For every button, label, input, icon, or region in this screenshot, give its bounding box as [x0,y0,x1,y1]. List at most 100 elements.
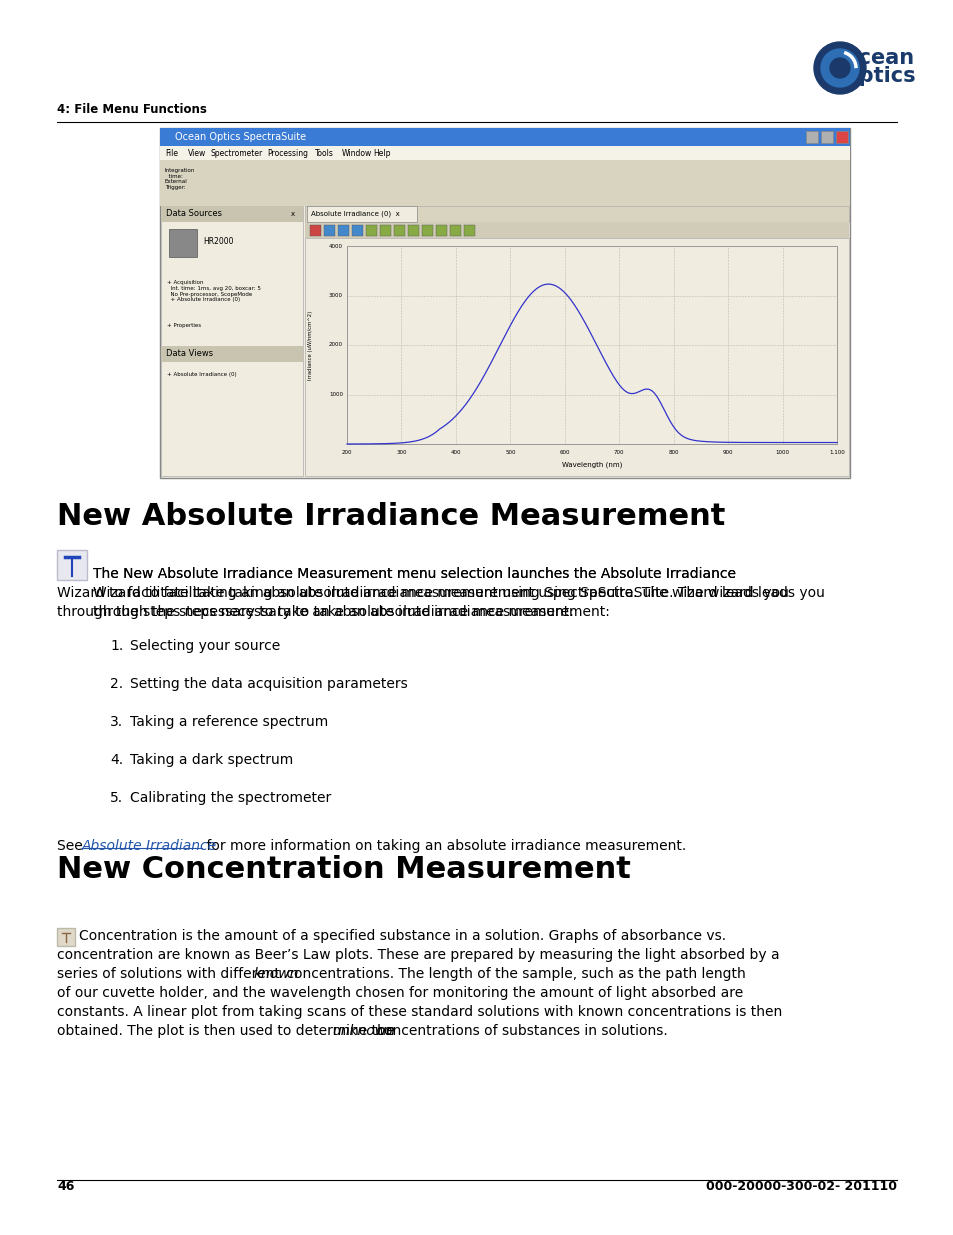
Bar [379,225,391,236]
Text: 1000: 1000 [775,450,789,454]
Bar [310,225,320,236]
Text: New Absolute Irradiance Measurement: New Absolute Irradiance Measurement [57,501,724,531]
Text: 2.: 2. [110,677,123,692]
Text: concentration are known as Beer’s Law plots. These are prepared by measuring the: concentration are known as Beer’s Law pl… [57,948,779,962]
Bar [161,346,303,362]
Text: View: View [188,148,206,158]
Text: Concentration is the amount of a specified substance in a solution. Graphs of ab: Concentration is the amount of a specifi… [79,929,725,944]
Bar [352,225,363,236]
Text: Taking a dark spectrum: Taking a dark spectrum [130,753,293,767]
Text: 3.: 3. [110,715,123,729]
Text: concentrations. The length of the sample, such as the path length: concentrations. The length of the sample… [281,967,744,981]
Text: 5.: 5. [110,790,123,805]
Text: 1.: 1. [110,638,123,653]
Text: Optics: Optics [840,65,914,86]
Text: Data Views: Data Views [166,350,213,358]
Bar [160,161,849,186]
Bar [337,225,349,236]
Bar [805,131,817,143]
Text: 4000: 4000 [329,243,343,248]
Bar [305,206,848,222]
Text: 4.: 4. [110,753,123,767]
Text: 900: 900 [722,450,733,454]
Text: Selecting your source: Selecting your source [130,638,280,653]
Text: + Acquisition
  Int. time: 1ms, avg 20, boxcar: 5
  No Pre-processor, ScopeMode
: + Acquisition Int. time: 1ms, avg 20, bo… [167,280,260,303]
Bar [366,225,376,236]
Text: + Absolute Irradiance (0): + Absolute Irradiance (0) [167,372,236,377]
Text: New Concentration Measurement: New Concentration Measurement [57,855,630,884]
Text: HR2000: HR2000 [203,237,233,246]
Text: Ocean: Ocean [841,48,914,68]
Bar [160,146,849,161]
Bar [161,206,303,222]
Text: Spectrometer: Spectrometer [211,148,263,158]
Text: 600: 600 [559,450,570,454]
Bar [57,550,87,580]
Text: 4: File Menu Functions: 4: File Menu Functions [57,103,207,116]
Text: The New Absolute Irradiance Measurement menu selection launches the Absolute Irr: The New Absolute Irradiance Measurement … [92,567,735,580]
Bar [394,225,405,236]
Text: of our cuvette holder, and the wavelength chosen for monitoring the amount of li: of our cuvette holder, and the wavelengt… [57,986,742,1000]
Text: + Properties: + Properties [167,324,201,329]
Bar [57,927,75,946]
Text: Setting the data acquisition parameters: Setting the data acquisition parameters [130,677,407,692]
Text: Wizard to facilitate taking an absolute irradiance measurement using SpectraSuit: Wizard to facilitate taking an absolute … [92,585,824,600]
Text: Data Sources: Data Sources [166,210,222,219]
Bar [450,225,460,236]
Text: 1.100: 1.100 [828,450,844,454]
Text: constants. A linear plot from taking scans of these standard solutions with know: constants. A linear plot from taking sca… [57,1005,781,1019]
Text: obtained. The plot is then used to determine the: obtained. The plot is then used to deter… [57,1024,398,1037]
Text: series of solutions with different: series of solutions with different [57,967,284,981]
Bar [835,131,847,143]
Circle shape [829,58,849,78]
Bar [307,206,416,222]
Text: External
Trigger:: External Trigger: [165,179,188,190]
Text: unknown: unknown [332,1024,395,1037]
Text: Tools: Tools [314,148,334,158]
Text: 400: 400 [450,450,460,454]
Text: 46: 46 [57,1179,74,1193]
Text: 3000: 3000 [329,293,343,298]
Text: Calibrating the spectrometer: Calibrating the spectrometer [130,790,331,805]
Text: 1000: 1000 [329,391,343,396]
Bar [160,186,849,206]
Text: Absolute Irradiance (0)  x: Absolute Irradiance (0) x [311,211,399,217]
Bar [463,225,475,236]
Text: x: x [291,211,294,217]
Bar [347,246,836,445]
Bar [160,128,849,478]
Text: Help: Help [373,148,391,158]
Text: Irradiance (uW/nm/cm^2): Irradiance (uW/nm/cm^2) [308,310,314,379]
Text: 2000: 2000 [329,342,343,347]
Bar [305,222,848,238]
Text: Taking a reference spectrum: Taking a reference spectrum [130,715,328,729]
Text: 200: 200 [341,450,352,454]
Text: through the steps necessary to take an absolute irradiance measurement:: through the steps necessary to take an a… [57,605,574,619]
Text: The New Absolute Irradiance Measurement menu selection launches the Absolute Irr: The New Absolute Irradiance Measurement … [92,567,735,580]
Text: 500: 500 [504,450,515,454]
Bar [169,228,196,257]
Text: 700: 700 [614,450,624,454]
Bar [324,225,335,236]
Text: File: File [165,148,178,158]
Text: known: known [253,967,298,981]
Circle shape [813,42,865,94]
Text: Window: Window [341,148,372,158]
Bar [821,131,832,143]
Text: 300: 300 [395,450,406,454]
Bar [408,225,418,236]
Text: through the steps necessary to take an absolute irradiance measurement:: through the steps necessary to take an a… [92,605,609,619]
Bar [436,225,447,236]
Text: Integration
  time:: Integration time: [165,168,195,179]
Bar [161,206,303,475]
Bar [305,238,848,475]
Text: Processing: Processing [267,148,308,158]
Text: Wavelength (nm): Wavelength (nm) [561,462,621,468]
Text: for more information on taking an absolute irradiance measurement.: for more information on taking an absolu… [201,839,685,853]
Text: See: See [57,839,87,853]
Text: 800: 800 [668,450,679,454]
Bar [421,225,433,236]
Circle shape [821,49,858,86]
Bar [160,128,849,146]
Text: Wizard to facilitate taking an absolute irradiance measurement using SpectraSuit: Wizard to facilitate taking an absolute … [57,585,788,600]
